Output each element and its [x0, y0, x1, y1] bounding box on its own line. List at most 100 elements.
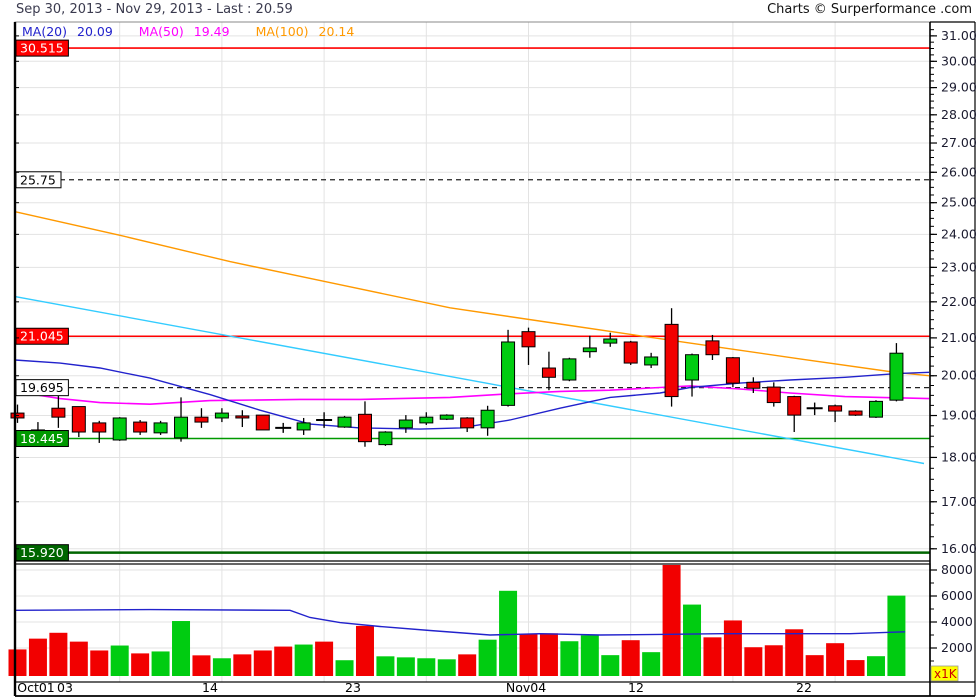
- volume-bar: [580, 635, 599, 676]
- volume-bar: [539, 633, 558, 676]
- volume-bar: [396, 657, 415, 676]
- price-levels: [15, 47, 930, 554]
- price-tick-label: 30.00: [941, 53, 977, 68]
- volume-ma-line: [14, 608, 906, 636]
- price-tick-label: 28.00: [941, 107, 977, 122]
- candle-body: [51, 407, 66, 418]
- candle-body: [787, 396, 802, 416]
- candle-body: [766, 386, 781, 404]
- level-label-text: 21.045: [20, 329, 64, 344]
- volume-bar: [437, 659, 456, 676]
- candle-body: [603, 338, 618, 344]
- price-level-label-15.920: 15.920: [15, 544, 69, 562]
- price-tick-label: 25.00: [941, 195, 977, 210]
- volume-bar: [315, 641, 334, 676]
- volume-bar: [212, 658, 231, 676]
- level-label-text: 18.445: [20, 431, 64, 446]
- ma50-line: [14, 385, 930, 406]
- volume-bar: [417, 658, 436, 676]
- volume-tick-label: 2000: [941, 640, 973, 655]
- volume-bar: [683, 604, 702, 676]
- candle-body: [133, 421, 148, 433]
- price-level-label-18.445: 18.445: [15, 430, 69, 448]
- price-tick-label: 17.00: [941, 494, 977, 509]
- volume-bar: [601, 655, 620, 676]
- price-tick-label: 23.00: [941, 259, 977, 274]
- candle-body: [174, 416, 189, 439]
- volume-bar: [335, 660, 354, 676]
- volume-bar: [560, 641, 579, 676]
- candle-body: [664, 323, 679, 398]
- legend-ma20-value: 20.09: [77, 24, 113, 39]
- price-plot-area[interactable]: [15, 22, 930, 561]
- volume-bar: [90, 650, 109, 676]
- credits-text: Charts © Surperformance .com: [767, 2, 972, 17]
- candle-body: [746, 381, 761, 389]
- price-tick-label: 31.00: [941, 28, 977, 43]
- price-tick-label: 16.00: [941, 541, 977, 556]
- legend-ma100-value: 20.14: [318, 24, 355, 39]
- volume-bar: [621, 640, 640, 676]
- volume-bar: [151, 651, 170, 676]
- date-range-title: Sep 30, 2013 - Nov 29, 2013 - Last : 20.…: [16, 2, 293, 17]
- price-tick-label: 21.00: [941, 330, 977, 345]
- x-axis-labels: Oct01 03 14 23 Nov04 12 22: [17, 680, 812, 695]
- chart-header: Sep 30, 2013 - Nov 29, 2013 - Last : 20.…: [0, 0, 980, 20]
- candle-body: [378, 431, 393, 446]
- volume-bar: [355, 625, 374, 676]
- price-tick-label: 27.00: [941, 135, 977, 150]
- candle-body: [214, 412, 229, 419]
- candle-body: [889, 352, 904, 401]
- price-tick-label: 29.00: [941, 80, 977, 95]
- volume-bar: [805, 655, 824, 676]
- candle-body: [92, 422, 107, 433]
- candle-body: [685, 354, 700, 381]
- volume-tick-label: 8000: [941, 562, 973, 577]
- volume-bar: [642, 652, 661, 676]
- unit-label-text: x1K: [934, 667, 958, 681]
- level-label-text: 15.920: [20, 545, 64, 560]
- volume-bar: [478, 639, 497, 676]
- trendline: [14, 295, 925, 465]
- candle-body: [153, 422, 168, 434]
- candle-body: [521, 331, 536, 348]
- date-tick-label: 22: [796, 680, 812, 695]
- volume-unit-label: x1K: [930, 665, 959, 682]
- volume-bar: [233, 654, 252, 676]
- ma100-line: [14, 211, 930, 377]
- volume-bar: [764, 645, 783, 676]
- price-y-axis: 16.00 17.00 18.00 19.00 20.00 21.00 22.00 23.00…: [15, 28, 977, 556]
- candle-body: [235, 415, 250, 419]
- legend-ma50-label: MA(50): [138, 24, 184, 39]
- unit-label-box: [930, 665, 959, 682]
- candle-body: [112, 417, 127, 441]
- candles-layer: [10, 308, 904, 447]
- candle-body: [296, 422, 311, 431]
- candle-body: [705, 340, 720, 356]
- price-level-label-30.515: 30.515: [15, 39, 69, 57]
- ma-legend: MA(20) 20.09 MA(50) 19.49 MA(100) 20.14: [22, 24, 380, 39]
- volume-plot-area[interactable]: [15, 564, 930, 682]
- candle-body: [562, 358, 577, 381]
- candle-body: [848, 410, 863, 416]
- candle-body: [868, 400, 883, 418]
- candle-body: [725, 357, 740, 384]
- candle-body: [644, 356, 659, 366]
- volume-bar: [826, 643, 845, 676]
- volume-bar: [662, 564, 681, 676]
- candle-body: [439, 414, 454, 420]
- price-level-label-25.75: 25.75: [15, 171, 62, 189]
- date-tick-label: 12: [628, 680, 644, 695]
- date-tick-label: 14: [202, 680, 218, 695]
- candle-body: [357, 413, 372, 443]
- volume-bar: [703, 637, 722, 676]
- volume-bar: [192, 655, 211, 676]
- date-tick-label: 23: [345, 680, 361, 695]
- candle-body: [398, 419, 413, 429]
- volume-bar: [49, 632, 68, 676]
- volume-bar: [785, 629, 804, 676]
- volume-tick-label: 4000: [941, 614, 973, 629]
- price-tick-label: 26.00: [941, 164, 977, 179]
